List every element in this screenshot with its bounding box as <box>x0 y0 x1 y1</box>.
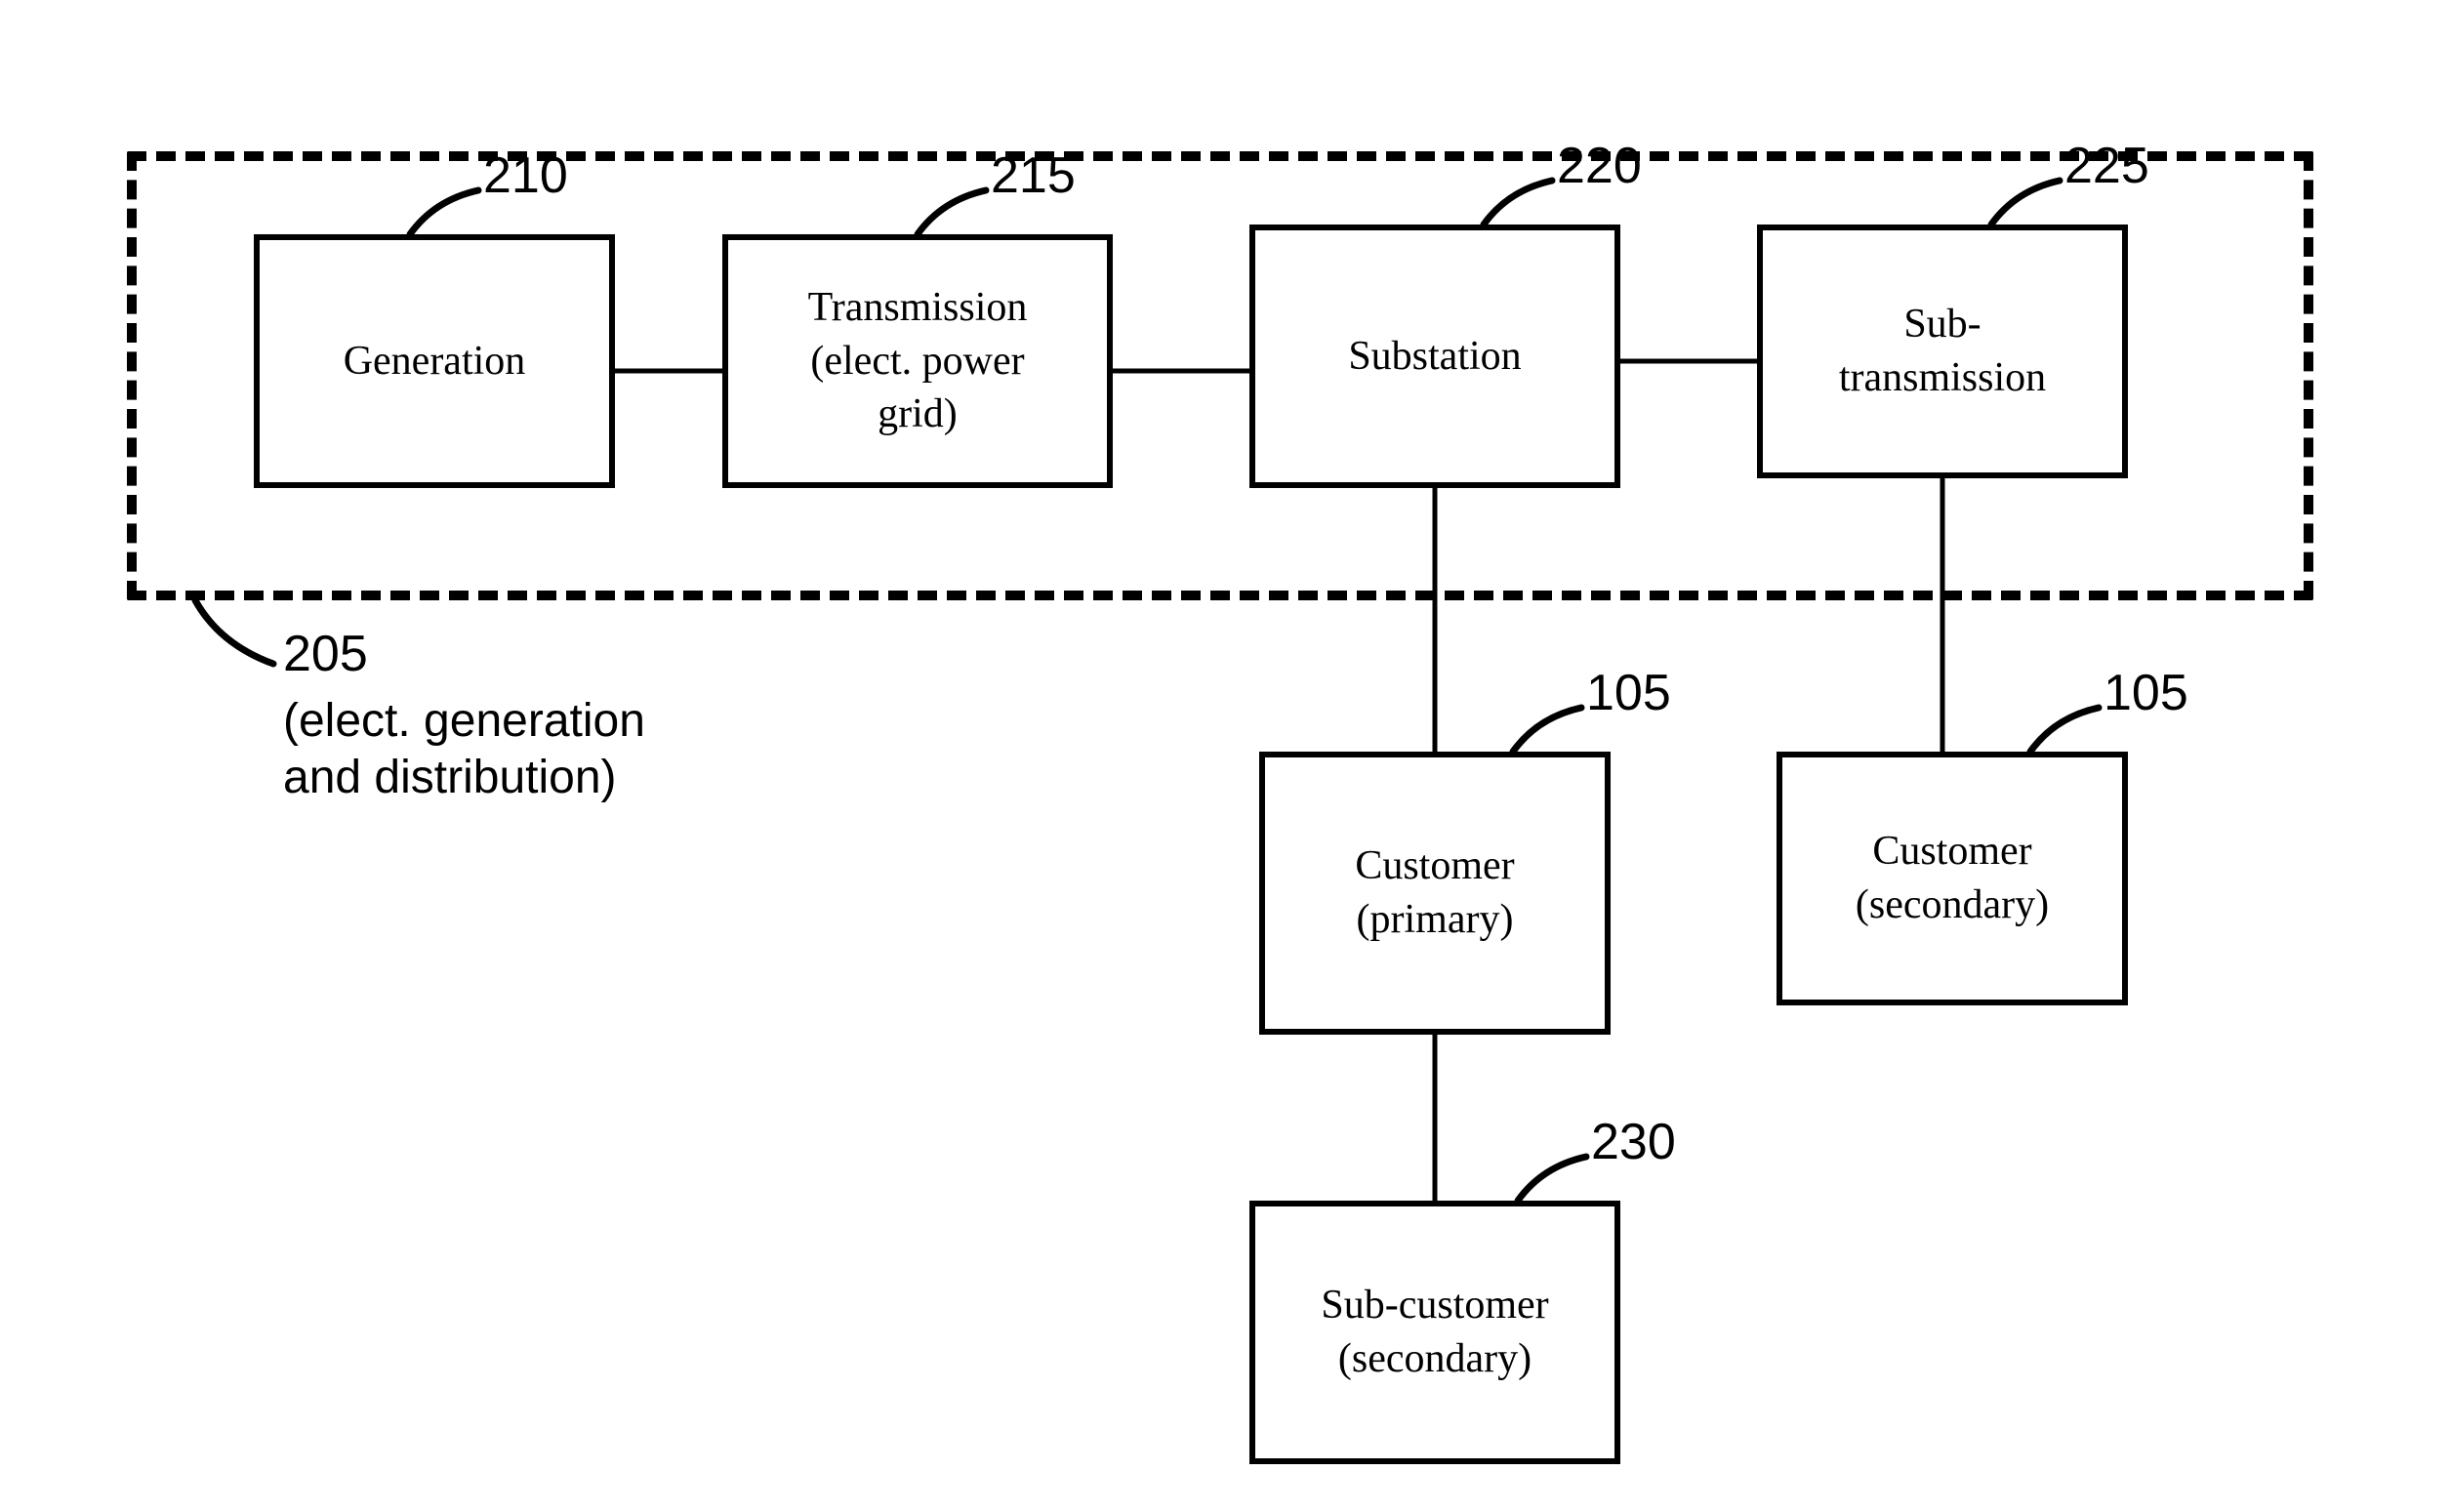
node-customer-secondary: Customer(secondary) <box>1777 752 2128 1005</box>
node-sub-customer-label: Sub-customer(secondary) <box>1321 1279 1548 1385</box>
ref-boundary: 205 <box>283 625 368 683</box>
node-customer-primary-label: Customer(primary) <box>1355 839 1514 946</box>
node-subtransmission-label: Sub-transmission <box>1839 298 2046 404</box>
boundary-annotation: (elect. generation and distribution) <box>283 693 645 805</box>
ref-transmission: 215 <box>991 146 1076 205</box>
node-substation-label: Substation <box>1348 330 1521 384</box>
ref-customer-secondary: 105 <box>2104 664 2188 722</box>
node-transmission-label: Transmission(elect. powergrid) <box>808 281 1028 441</box>
node-generation: Generation <box>254 234 615 488</box>
ref-generation: 210 <box>483 146 568 205</box>
node-customer-secondary-label: Customer(secondary) <box>1856 825 2049 931</box>
ref-customer-primary: 105 <box>1586 664 1671 722</box>
node-customer-primary: Customer(primary) <box>1259 752 1611 1035</box>
ref-subtransmission: 225 <box>2064 137 2149 195</box>
node-substation: Substation <box>1249 225 1620 488</box>
node-subtransmission: Sub-transmission <box>1757 225 2128 478</box>
node-transmission: Transmission(elect. powergrid) <box>722 234 1113 488</box>
diagram-container: Generation Transmission(elect. powergrid… <box>0 0 2451 1512</box>
boundary-annotation-line2: and distribution) <box>283 752 617 803</box>
boundary-annotation-line1: (elect. generation <box>283 695 645 747</box>
ref-substation: 220 <box>1557 137 1642 195</box>
ref-sub-customer: 230 <box>1591 1113 1676 1171</box>
node-sub-customer: Sub-customer(secondary) <box>1249 1201 1620 1464</box>
node-generation-label: Generation <box>344 335 526 388</box>
